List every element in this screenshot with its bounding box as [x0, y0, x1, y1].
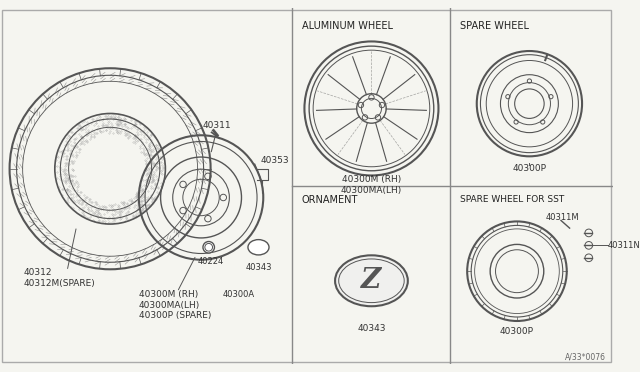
Text: A/33*0076: A/33*0076 [565, 353, 606, 362]
Text: Z: Z [362, 267, 381, 294]
Ellipse shape [335, 255, 408, 306]
Text: 40311M: 40311M [546, 213, 580, 222]
Text: 40300P: 40300P [500, 327, 534, 336]
Text: 40353: 40353 [260, 156, 289, 165]
Text: SPARE WHEEL: SPARE WHEEL [460, 21, 529, 31]
Text: 40311N: 40311N [608, 241, 640, 250]
Text: SPARE WHEEL FOR SST: SPARE WHEEL FOR SST [460, 195, 564, 203]
Text: 40311: 40311 [203, 121, 232, 130]
Text: 40300M (RH)
40300MA(LH)
40300P (SPARE): 40300M (RH) 40300MA(LH) 40300P (SPARE) [139, 291, 211, 320]
Text: 40300A: 40300A [223, 291, 255, 299]
Text: 40224: 40224 [198, 257, 224, 266]
Text: 40300M (RH)
40300MA(LH): 40300M (RH) 40300MA(LH) [341, 176, 402, 195]
Text: 40343: 40343 [357, 324, 386, 333]
Text: ORNAMENT: ORNAMENT [301, 195, 358, 205]
Circle shape [203, 241, 214, 253]
Text: 40312
40312M(SPARE): 40312 40312M(SPARE) [24, 268, 96, 288]
Ellipse shape [248, 240, 269, 255]
Text: 40300P: 40300P [513, 164, 547, 173]
Text: ALUMINUM WHEEL: ALUMINUM WHEEL [301, 21, 392, 31]
Text: 40343: 40343 [245, 263, 272, 272]
